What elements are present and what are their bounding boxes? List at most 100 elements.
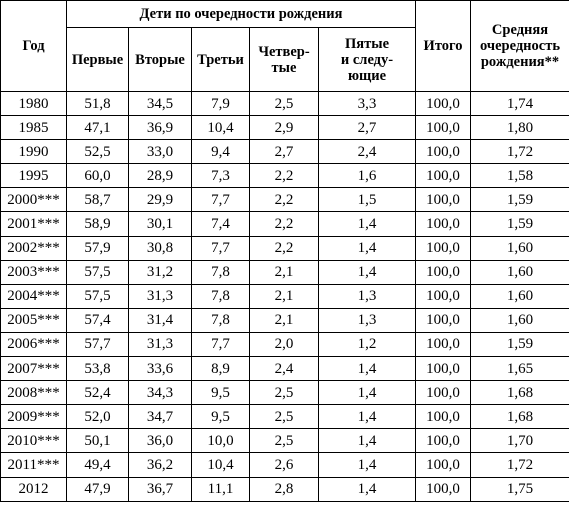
value-cell: 9,5 xyxy=(191,380,250,406)
value-cell: 10,4 xyxy=(191,452,250,478)
value-cell: 7,8 xyxy=(191,283,250,309)
value-cell: 2,2 xyxy=(249,235,319,261)
value-cell: 1,4 xyxy=(317,356,417,382)
value-cell: 36,2 xyxy=(128,452,192,478)
value-cell: 36,9 xyxy=(128,115,192,141)
value-cell: 2,5 xyxy=(249,90,319,117)
value-cell: 8,9 xyxy=(191,356,250,382)
value-cell: 1,68 xyxy=(470,404,569,430)
value-cell: 100,0 xyxy=(415,259,472,285)
value-cell: 1,4 xyxy=(317,404,417,430)
header-cell: Год xyxy=(0,0,67,92)
value-cell: 57,4 xyxy=(66,307,129,333)
year-cell: 2000*** xyxy=(0,187,67,213)
value-cell: 7,4 xyxy=(191,211,250,237)
value-cell: 7,7 xyxy=(191,235,250,261)
year-cell: 1985 xyxy=(0,115,67,141)
value-cell: 100,0 xyxy=(415,428,472,454)
value-cell: 52,5 xyxy=(66,139,129,165)
value-cell: 2,5 xyxy=(249,428,319,454)
value-cell: 1,5 xyxy=(317,187,417,213)
table-row: 1985 47,1 36,9 10,4 2,9 2,7 100,0 1,80 xyxy=(0,115,569,141)
year-cell: 2007*** xyxy=(0,356,67,382)
header-cell: Третьи xyxy=(191,27,250,92)
value-cell: 2,7 xyxy=(317,115,417,141)
table-row: 2001*** 58,9 30,1 7,4 2,2 1,4 100,0 1,59 xyxy=(0,211,569,237)
year-cell: 2010*** xyxy=(0,428,67,454)
value-cell: 100,0 xyxy=(415,139,472,165)
value-cell: 1,59 xyxy=(470,187,569,213)
value-cell: 7,9 xyxy=(191,90,250,117)
year-cell: 1990 xyxy=(0,139,67,165)
year-cell: 2008*** xyxy=(0,380,67,406)
year-cell: 2009*** xyxy=(0,404,67,430)
value-cell: 1,72 xyxy=(470,139,569,165)
value-cell: 2,6 xyxy=(249,452,319,478)
table-row: 2003*** 57,5 31,2 7,8 2,1 1,4 100,0 1,60 xyxy=(0,259,569,285)
value-cell: 1,60 xyxy=(470,283,569,309)
value-cell: 9,5 xyxy=(191,404,250,430)
table-row: 1980 51,8 34,5 7,9 2,5 3,3 100,0 1,74 xyxy=(0,90,569,117)
value-cell: 100,0 xyxy=(415,115,472,141)
header-cell: Средняя очередность рождения** xyxy=(470,0,569,92)
value-cell: 34,5 xyxy=(128,90,192,117)
value-cell: 57,5 xyxy=(66,259,129,285)
value-cell: 2,1 xyxy=(249,259,319,285)
table-row: 2004*** 57,5 31,3 7,8 2,1 1,3 100,0 1,60 xyxy=(0,283,569,309)
value-cell: 58,9 xyxy=(66,211,129,237)
value-cell: 2,2 xyxy=(249,187,319,213)
value-cell: 52,4 xyxy=(66,380,129,406)
value-cell: 1,74 xyxy=(470,90,569,117)
value-cell: 36,7 xyxy=(128,476,192,502)
value-cell: 1,59 xyxy=(470,211,569,237)
value-cell: 1,4 xyxy=(317,380,417,406)
header-row: Первые Вторые Третьи Четвер- тые Пятые и… xyxy=(1,27,569,92)
value-cell: 2,4 xyxy=(317,139,417,165)
value-cell: 2,4 xyxy=(249,356,319,382)
table-row: 2005*** 57,4 31,4 7,8 2,1 1,3 100,0 1,60 xyxy=(0,307,569,333)
table-body: 1980 51,8 34,5 7,9 2,5 3,3 100,0 1,74 1985 47,1 36… xyxy=(0,90,569,502)
value-cell: 7,8 xyxy=(191,307,250,333)
value-cell: 31,3 xyxy=(128,283,192,309)
value-cell: 34,7 xyxy=(128,404,192,430)
value-cell: 50,1 xyxy=(66,428,129,454)
value-cell: 100,0 xyxy=(415,356,472,382)
value-cell: 2,7 xyxy=(249,139,319,165)
value-cell: 2,0 xyxy=(249,331,319,358)
table-row: 2011*** 49,4 36,2 10,4 2,6 1,4 100,0 1,72 xyxy=(0,452,569,478)
year-cell: 2001*** xyxy=(0,211,67,237)
value-cell: 1,3 xyxy=(317,283,417,309)
value-cell: 47,9 xyxy=(66,476,129,502)
value-cell: 1,65 xyxy=(470,356,569,382)
value-cell: 1,58 xyxy=(470,163,569,189)
value-cell: 1,6 xyxy=(317,163,417,189)
value-cell: 1,3 xyxy=(317,307,417,333)
value-cell: 1,60 xyxy=(470,307,569,333)
header-row: Год Дети по очередности рождения Итого С… xyxy=(0,0,569,92)
value-cell: 100,0 xyxy=(415,452,472,478)
year-cell: 1995 xyxy=(0,163,67,189)
value-cell: 100,0 xyxy=(415,90,472,117)
header-group: Дети по очередности рождения xyxy=(65,0,417,28)
value-cell: 1,60 xyxy=(470,259,569,285)
table-row: 2008*** 52,4 34,3 9,5 2,5 1,4 100,0 1,68 xyxy=(0,380,569,406)
value-cell: 100,0 xyxy=(415,187,472,213)
value-cell: 7,8 xyxy=(191,259,250,285)
value-cell: 2,5 xyxy=(249,380,319,406)
year-cell: 2002*** xyxy=(0,235,67,261)
value-cell: 11,1 xyxy=(191,476,250,502)
value-cell: 2,2 xyxy=(249,211,319,237)
year-cell: 2006*** xyxy=(0,331,67,358)
year-cell: 1980 xyxy=(0,90,67,117)
table-row: 2002*** 57,9 30,8 7,7 2,2 1,4 100,0 1,60 xyxy=(0,235,569,261)
table-header: Год Дети по очередности рождения Итого С… xyxy=(0,0,569,92)
value-cell: 100,0 xyxy=(415,283,472,309)
value-cell: 52,0 xyxy=(66,404,129,430)
value-cell: 1,68 xyxy=(470,380,569,406)
header-cell: Четвер- тые xyxy=(249,27,319,92)
value-cell: 1,59 xyxy=(470,331,569,358)
header-cell: Итого xyxy=(415,0,472,92)
value-cell: 1,4 xyxy=(317,428,417,454)
